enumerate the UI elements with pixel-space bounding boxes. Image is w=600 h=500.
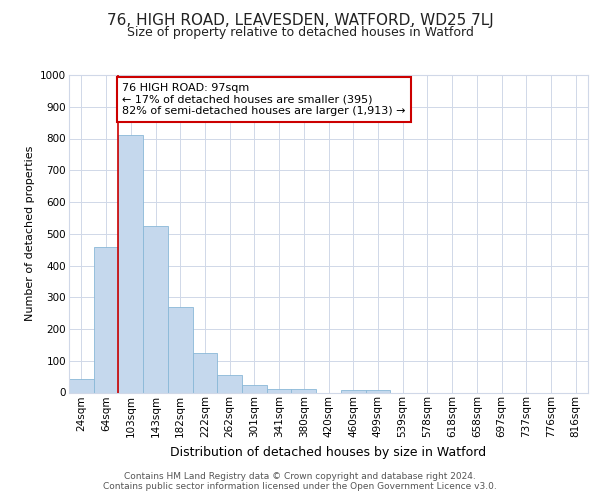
Bar [168, 307, 193, 392]
X-axis label: Distribution of detached houses by size in Watford: Distribution of detached houses by size … [170, 446, 487, 458]
Bar [94, 248, 118, 392]
Text: 76 HIGH ROAD: 97sqm
← 17% of detached houses are smaller (395)
82% of semi-detac: 76 HIGH ROAD: 97sqm ← 17% of detached ho… [122, 83, 406, 116]
Bar [217, 375, 242, 392]
Bar [143, 226, 168, 392]
Bar [292, 388, 316, 392]
Bar [267, 388, 292, 392]
Text: 76, HIGH ROAD, LEAVESDEN, WATFORD, WD25 7LJ: 76, HIGH ROAD, LEAVESDEN, WATFORD, WD25 … [107, 12, 493, 28]
Bar [341, 390, 365, 392]
Y-axis label: Number of detached properties: Number of detached properties [25, 146, 35, 322]
Text: Size of property relative to detached houses in Watford: Size of property relative to detached ho… [127, 26, 473, 39]
Bar [365, 390, 390, 392]
Bar [242, 384, 267, 392]
Bar [193, 353, 217, 393]
Bar [118, 136, 143, 392]
Text: Contains HM Land Registry data © Crown copyright and database right 2024.
Contai: Contains HM Land Registry data © Crown c… [103, 472, 497, 491]
Bar [69, 379, 94, 392]
